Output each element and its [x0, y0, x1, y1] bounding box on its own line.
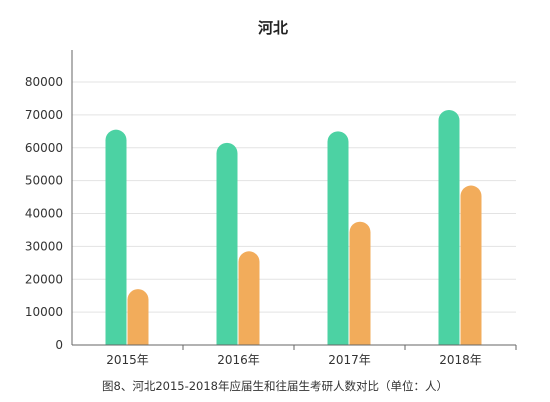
bar-series-1: [105, 129, 127, 345]
x-tick-label: 2018年: [439, 353, 482, 367]
x-axis-ticks: 2015年 2016年 2017年 2018年: [106, 345, 517, 367]
grid-lines: [72, 81, 516, 313]
bar-series-2: [349, 221, 371, 345]
y-tick-label: 10000: [25, 305, 63, 319]
y-tick-label: 60000: [25, 141, 63, 155]
bar-series-1: [438, 109, 460, 345]
y-tick-label: 70000: [25, 108, 63, 122]
bar-series-2: [238, 251, 260, 345]
x-tick-label: 2017年: [328, 353, 371, 367]
y-tick-label: 80000: [25, 75, 63, 89]
bar-series-1: [327, 131, 349, 345]
y-tick-label: 40000: [25, 207, 63, 221]
bar-series-1: [216, 142, 238, 345]
y-tick-label: 0: [55, 338, 63, 352]
y-tick-label: 20000: [25, 272, 63, 286]
bar-series-2: [127, 289, 149, 345]
chart-caption: 图8、河北2015-2018年应届生和往届生考研人数对比（单位：人）: [102, 379, 448, 393]
bar-series-2: [460, 185, 482, 345]
x-tick-label: 2016年: [217, 353, 260, 367]
y-tick-label: 30000: [25, 239, 63, 253]
chart-title: 河北: [258, 19, 288, 37]
y-axis-ticks: 0 10000 20000 30000 40000 50000 60000 70000 8000…: [25, 75, 63, 352]
x-tick-label: 2015年: [106, 353, 149, 367]
bars: [105, 109, 482, 345]
y-tick-label: 50000: [25, 174, 63, 188]
